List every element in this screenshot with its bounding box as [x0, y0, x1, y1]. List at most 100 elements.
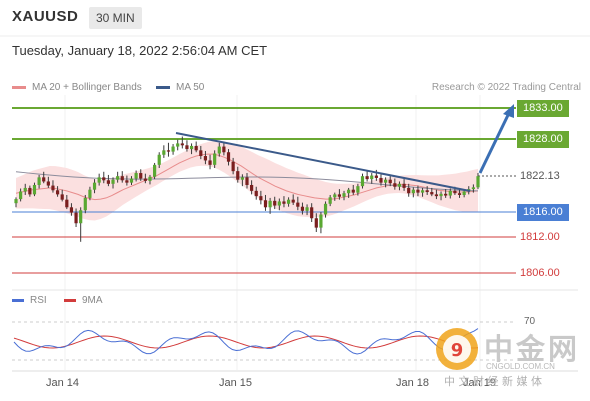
candle-body	[51, 185, 55, 191]
9ma-swatch	[64, 298, 76, 302]
candle-body	[102, 177, 106, 181]
candle-body	[393, 183, 397, 187]
candle-body	[116, 176, 120, 180]
legend-ma20-label: MA 20 + Bollinger Bands	[32, 82, 142, 93]
candle-body	[171, 146, 175, 152]
legend-rsi-label: RSI	[30, 295, 47, 306]
candle-body	[356, 186, 360, 193]
timeframe-button[interactable]: 30 MIN	[89, 7, 142, 29]
candle-body	[402, 183, 406, 188]
candle-body	[148, 176, 152, 181]
candle-body	[444, 193, 448, 196]
candle-body	[263, 200, 268, 208]
legend-ma50: MA 50	[156, 82, 204, 93]
candle-body	[42, 177, 46, 182]
candle-body	[388, 179, 392, 184]
candle-body	[14, 199, 18, 204]
candle-body	[83, 197, 87, 211]
watermark-tagline: 中 文 财 经 新 媒 体	[444, 375, 542, 388]
candle-body	[268, 200, 272, 208]
candle-body	[319, 214, 323, 228]
legend-rsi: RSI	[12, 295, 47, 306]
candle-body	[310, 207, 314, 219]
candle-body	[430, 192, 434, 195]
candle-body	[69, 207, 74, 213]
candle-body	[342, 193, 346, 197]
rsi-level-70: 70	[524, 316, 536, 327]
candle-body	[120, 176, 124, 181]
candle-body	[328, 197, 332, 204]
candle-body	[139, 173, 143, 179]
legend-9ma-label: 9MA	[82, 295, 103, 306]
level-label-1812: 1812.00	[520, 230, 560, 243]
candle-body	[250, 184, 254, 191]
symbol-label: XAUUSD	[12, 8, 79, 25]
candle-body	[189, 145, 194, 150]
rsi-line	[13, 328, 479, 355]
rsi-swatch	[12, 298, 24, 302]
candle-body	[323, 203, 328, 215]
candle-body	[434, 194, 439, 197]
candle-body	[370, 175, 374, 180]
candle-body	[55, 190, 60, 195]
candle-body	[296, 202, 300, 207]
candle-body	[23, 187, 27, 192]
candle-body	[180, 143, 184, 146]
candle-body	[471, 187, 475, 190]
candle-body	[125, 180, 129, 183]
candle-body	[462, 191, 466, 195]
candle-body	[407, 187, 411, 194]
candle-body	[79, 210, 83, 224]
ma20-swatch	[12, 85, 26, 89]
candle-body	[222, 146, 226, 153]
price-levels	[12, 107, 516, 274]
ma50-swatch	[156, 85, 170, 89]
candle-body	[231, 161, 235, 172]
candle-body	[134, 173, 138, 179]
candle-body	[453, 190, 457, 194]
x-label-jan18: Jan 18	[396, 377, 430, 389]
x-label-jan14: Jan 14	[46, 377, 80, 389]
timestamp: Tuesday, January 18, 2022 2:56:04 AM CET	[12, 43, 268, 58]
candle-body	[213, 153, 217, 165]
candle-body	[194, 145, 198, 151]
candle-body	[60, 194, 64, 200]
svg-text:9: 9	[451, 340, 464, 361]
candle-body	[476, 176, 480, 188]
candle-body	[347, 189, 351, 194]
candle-body	[365, 176, 369, 180]
forecast-arrow	[478, 112, 511, 174]
candle-body	[19, 191, 23, 200]
candle-body	[254, 190, 258, 197]
candle-body	[374, 175, 378, 178]
candle-body	[277, 201, 281, 206]
copyright-text: Research © 2022 Trading Central	[431, 82, 581, 93]
x-label-jan15: Jan 15	[219, 377, 253, 389]
candle-body	[162, 150, 166, 155]
legend-9ma: 9MA	[64, 295, 103, 306]
candle-body	[420, 190, 425, 193]
trendline	[175, 132, 471, 192]
candle-body	[46, 181, 50, 186]
candle-body	[291, 199, 295, 203]
candle-body	[305, 207, 309, 211]
candles	[14, 136, 480, 242]
candle-body	[236, 171, 240, 180]
candle-body	[217, 146, 221, 154]
level-label-1833: 1833.00	[517, 99, 569, 117]
candle-body	[282, 201, 286, 204]
candle-body	[92, 182, 97, 190]
candle-body	[397, 183, 402, 187]
candle-body	[176, 143, 180, 147]
watermark-logo-icon: 9	[436, 328, 478, 370]
chart-header: XAUUSD 30 MIN	[0, 0, 590, 36]
candle-body	[208, 160, 212, 165]
forecast-arrowhead	[503, 104, 514, 118]
candle-body	[360, 176, 365, 187]
x-label-jan19: Jan 19	[463, 377, 497, 389]
candle-body	[226, 152, 231, 162]
candle-body	[106, 180, 110, 184]
level-label-1828: 1828.00	[517, 130, 569, 148]
level-label-1816: 1816.00	[517, 203, 569, 221]
